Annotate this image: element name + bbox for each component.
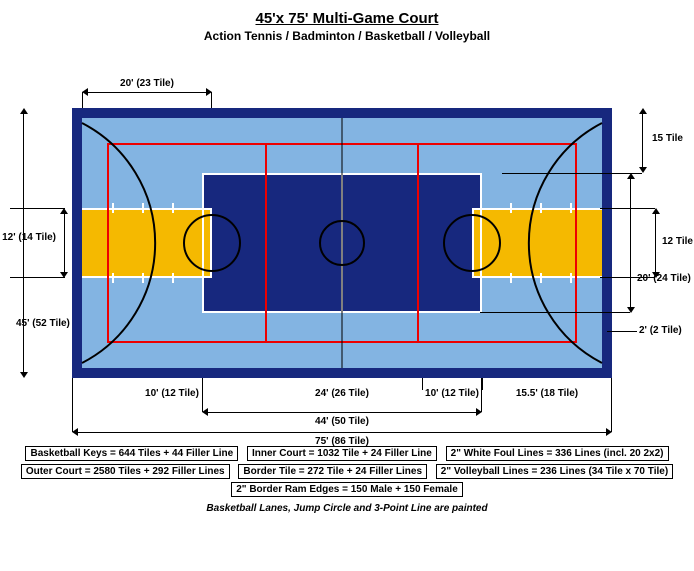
tick [112, 203, 114, 213]
legend-box: Border Tile = 272 Tile + 24 Filler Lines [238, 464, 427, 479]
tick [112, 273, 114, 283]
tick [510, 203, 512, 213]
tick [540, 273, 542, 283]
tick [510, 273, 512, 283]
dim-left-total-h-label: 45' (52 Tile) [16, 318, 70, 329]
volley-bot [107, 341, 577, 343]
foul-inner-right [480, 173, 482, 313]
foul-inner-left [202, 173, 204, 313]
page-title: 45'x 75' Multi-Game Court [10, 10, 684, 27]
legend-box: Inner Court = 1032 Tile + 24 Filler Line [247, 446, 437, 461]
legend-box: 2" Volleyball Lines = 236 Lines (34 Tile… [436, 464, 673, 479]
dim-bot-1: 10' (12 Tile) [142, 388, 202, 399]
dim-right-margin: 15 Tile [627, 108, 677, 173]
key-r-bot [472, 276, 602, 278]
court-diagram: 20' (23 Tile) [12, 58, 682, 438]
key-l-bot [82, 276, 212, 278]
footnote: Basketball Lanes, Jump Circle and 3-Poin… [10, 503, 684, 514]
key-l-top [82, 208, 212, 210]
legend-box: Outer Court = 2580 Tiles + 292 Filler Li… [21, 464, 230, 479]
basketball-key-left [82, 208, 212, 278]
basketball-key-right [472, 208, 602, 278]
dim-bot-3: 10' (12 Tile) [422, 388, 482, 399]
key-r-end [472, 208, 474, 278]
legend-box: 2" White Foul Lines = 336 Lines (incl. 2… [446, 446, 669, 461]
dim-right-inner-h: 20' (24 Tile) [627, 173, 677, 313]
dim-right-small-label: 2' (2 Tile) [639, 325, 682, 336]
legend-box: Basketball Keys = 644 Tiles + 44 Filler … [25, 446, 238, 461]
dim-bot-inner: 44' (50 Tile) [202, 406, 482, 417]
dim-right-margin-label: 15 Tile [652, 133, 683, 144]
dim-right-small: 2' (2 Tile) [627, 313, 694, 343]
page-subtitle: Action Tennis / Badminton / Basketball /… [10, 29, 684, 43]
dim-bot-2: 24' (26 Tile) [302, 388, 382, 399]
dim-left-total-h: 45' (52 Tile) [20, 108, 40, 378]
tick [142, 273, 144, 283]
key-r-top [472, 208, 602, 210]
tick [172, 273, 174, 283]
volley-top [107, 143, 577, 145]
tick [570, 203, 572, 213]
dim-top-key: 20' (23 Tile) [82, 78, 212, 89]
foul-center [341, 173, 343, 313]
tick [570, 273, 572, 283]
volley-attack-r [417, 143, 419, 343]
legend: Basketball Keys = 644 Tiles + 44 Filler … [10, 446, 684, 497]
dim-bot-total: 75' (86 Tile) [72, 426, 612, 437]
volley-left [107, 143, 109, 343]
volley-attack-l [265, 143, 267, 343]
tick [142, 203, 144, 213]
dim-bot-4: 15.5' (18 Tile) [507, 388, 587, 399]
dim-right-inner-h-label: 20' (24 Tile) [637, 273, 691, 284]
key-l-end [210, 208, 212, 278]
tick [540, 203, 542, 213]
legend-box: 2" Border Ram Edges = 150 Male + 150 Fem… [231, 482, 463, 497]
tick [172, 203, 174, 213]
dim-top-key-label: 20' (23 Tile) [120, 78, 174, 89]
